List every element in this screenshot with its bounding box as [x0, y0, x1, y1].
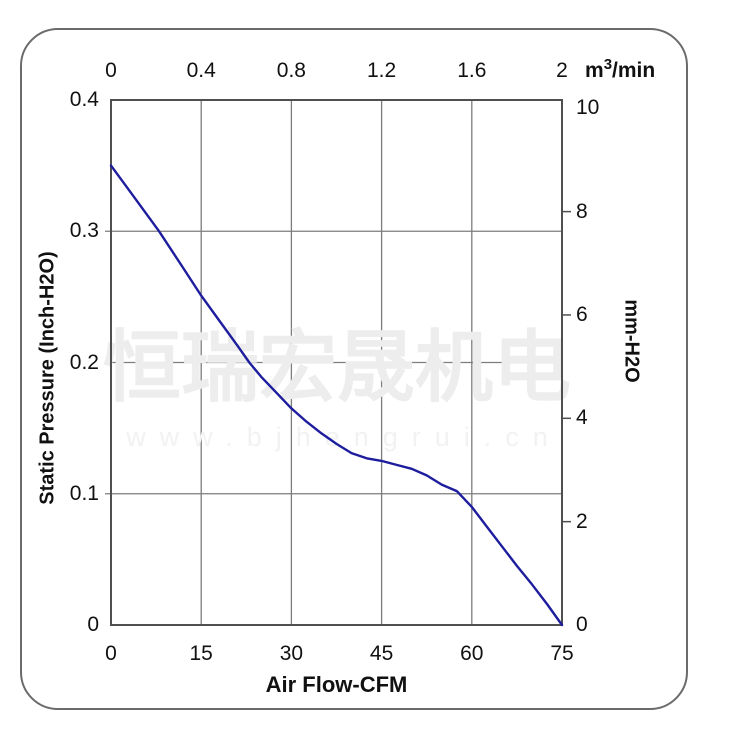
right-tick-label: 4: [576, 406, 588, 430]
x-axis-title: Air Flow-CFM: [265, 672, 408, 697]
y-axis-right-title: mm-H2O: [620, 299, 643, 383]
left-tick-label: 0.3: [69, 219, 99, 243]
pressure-curve: [109, 164, 564, 627]
top-tick-label: 0: [105, 59, 117, 82]
top-tick-label: 1.6: [457, 59, 487, 82]
watermark-text-url: www.bjhengrui.cn: [125, 422, 562, 452]
top-tick-label: 0.8: [276, 59, 306, 82]
left-tick-label: 0.1: [69, 481, 99, 505]
bottom-tick-label: 45: [369, 642, 394, 665]
right-tick-label: 8: [576, 199, 588, 223]
y-axis-left-title: Static Pressure (Inch-H2O): [36, 251, 59, 505]
left-tick-label: 0.2: [69, 350, 99, 374]
right-tick-label: 2: [576, 509, 588, 533]
left-tick-label: 0: [87, 613, 99, 636]
right-tick-label: 0: [576, 613, 588, 636]
top-unit-rest: /min: [612, 59, 656, 82]
watermark-text-cjk: 恒瑞宏晟机电: [103, 323, 571, 411]
right-tick-label: 10: [576, 96, 600, 120]
bottom-tick-label: 60: [460, 642, 484, 665]
chart-card: [20, 28, 688, 710]
plot-border: [110, 99, 563, 626]
top-tick-label: 0.4: [186, 59, 216, 82]
left-tick-label: 0.4: [69, 88, 99, 111]
bottom-tick-label: 15: [189, 642, 213, 665]
top-tick-label: 1.2: [366, 59, 397, 82]
bottom-tick-label: 75: [550, 642, 574, 665]
top-unit-exponent: 3: [603, 56, 613, 73]
bottom-tick-label: 0: [105, 642, 117, 665]
top-axis-unit-label: m3/min: [585, 56, 655, 83]
top-tick-label: 2: [556, 59, 568, 82]
right-tick-label: 6: [576, 302, 588, 326]
bottom-tick-label: 30: [279, 642, 304, 665]
top-unit-base: m: [585, 59, 604, 82]
